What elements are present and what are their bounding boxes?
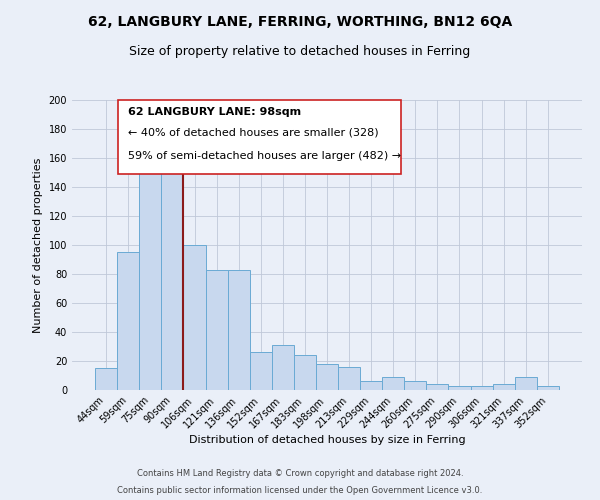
Bar (537, 386, 559, 390)
Bar (493, 384, 515, 390)
Bar (272, 345, 294, 390)
Bar (448, 386, 470, 390)
Bar (227, 270, 250, 390)
Bar (250, 352, 272, 390)
Bar (161, 170, 184, 390)
Bar (294, 355, 316, 390)
Bar (316, 364, 338, 390)
Text: Size of property relative to detached houses in Ferring: Size of property relative to detached ho… (130, 45, 470, 58)
FancyBboxPatch shape (118, 100, 401, 174)
X-axis label: Distribution of detached houses by size in Ferring: Distribution of detached houses by size … (188, 436, 466, 446)
Text: ← 40% of detached houses are smaller (328): ← 40% of detached houses are smaller (32… (128, 128, 379, 138)
Text: 59% of semi-detached houses are larger (482) →: 59% of semi-detached houses are larger (… (128, 151, 401, 161)
Bar (382, 377, 404, 390)
Text: 62, LANGBURY LANE, FERRING, WORTHING, BN12 6QA: 62, LANGBURY LANE, FERRING, WORTHING, BN… (88, 15, 512, 29)
Bar (95, 368, 117, 390)
Bar (206, 270, 227, 390)
Bar (515, 377, 537, 390)
Bar (338, 367, 360, 390)
Text: Contains public sector information licensed under the Open Government Licence v3: Contains public sector information licen… (118, 486, 482, 495)
Y-axis label: Number of detached properties: Number of detached properties (33, 158, 43, 332)
Bar (470, 386, 493, 390)
Bar (360, 382, 382, 390)
Bar (139, 161, 161, 390)
Text: 62 LANGBURY LANE: 98sqm: 62 LANGBURY LANE: 98sqm (128, 108, 301, 118)
Bar (184, 245, 206, 390)
Bar (404, 382, 427, 390)
Text: Contains HM Land Registry data © Crown copyright and database right 2024.: Contains HM Land Registry data © Crown c… (137, 468, 463, 477)
Bar (427, 384, 448, 390)
Bar (117, 252, 139, 390)
